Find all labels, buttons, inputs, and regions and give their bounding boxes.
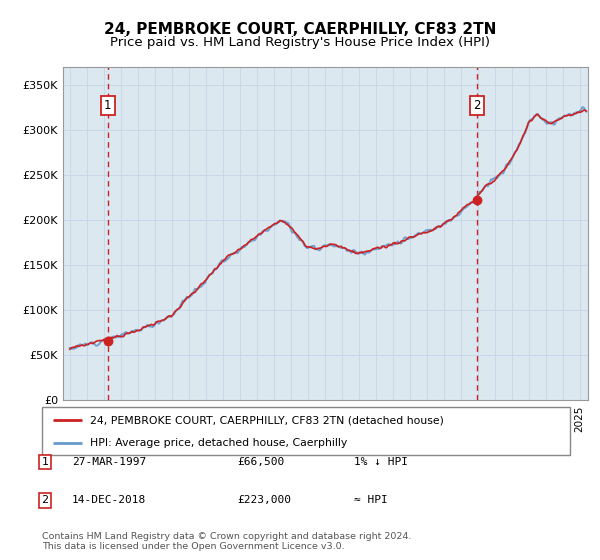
Text: 1: 1 (41, 457, 49, 467)
FancyBboxPatch shape (42, 407, 570, 455)
Text: Contains HM Land Registry data © Crown copyright and database right 2024.: Contains HM Land Registry data © Crown c… (42, 532, 412, 541)
Text: 2: 2 (41, 495, 49, 505)
Text: £223,000: £223,000 (237, 495, 291, 505)
Text: £66,500: £66,500 (237, 457, 284, 467)
Text: 24, PEMBROKE COURT, CAERPHILLY, CF83 2TN: 24, PEMBROKE COURT, CAERPHILLY, CF83 2TN (104, 22, 496, 38)
Point (472, 195, 482, 204)
Text: This data is licensed under the Open Government Licence v3.0.: This data is licensed under the Open Gov… (42, 542, 344, 550)
Point (103, 336, 112, 345)
Text: 24, PEMBROKE COURT, CAERPHILLY, CF83 2TN (detached house): 24, PEMBROKE COURT, CAERPHILLY, CF83 2TN… (89, 416, 443, 426)
Text: 2: 2 (473, 99, 481, 112)
Text: 14-DEC-2018: 14-DEC-2018 (72, 495, 146, 505)
Text: 27-MAR-1997: 27-MAR-1997 (72, 457, 146, 467)
Text: 1% ↓ HPI: 1% ↓ HPI (354, 457, 408, 467)
Text: Price paid vs. HM Land Registry's House Price Index (HPI): Price paid vs. HM Land Registry's House … (110, 36, 490, 49)
Text: 1: 1 (104, 99, 112, 112)
Text: ≈ HPI: ≈ HPI (354, 495, 388, 505)
Text: HPI: Average price, detached house, Caerphilly: HPI: Average price, detached house, Caer… (89, 438, 347, 449)
